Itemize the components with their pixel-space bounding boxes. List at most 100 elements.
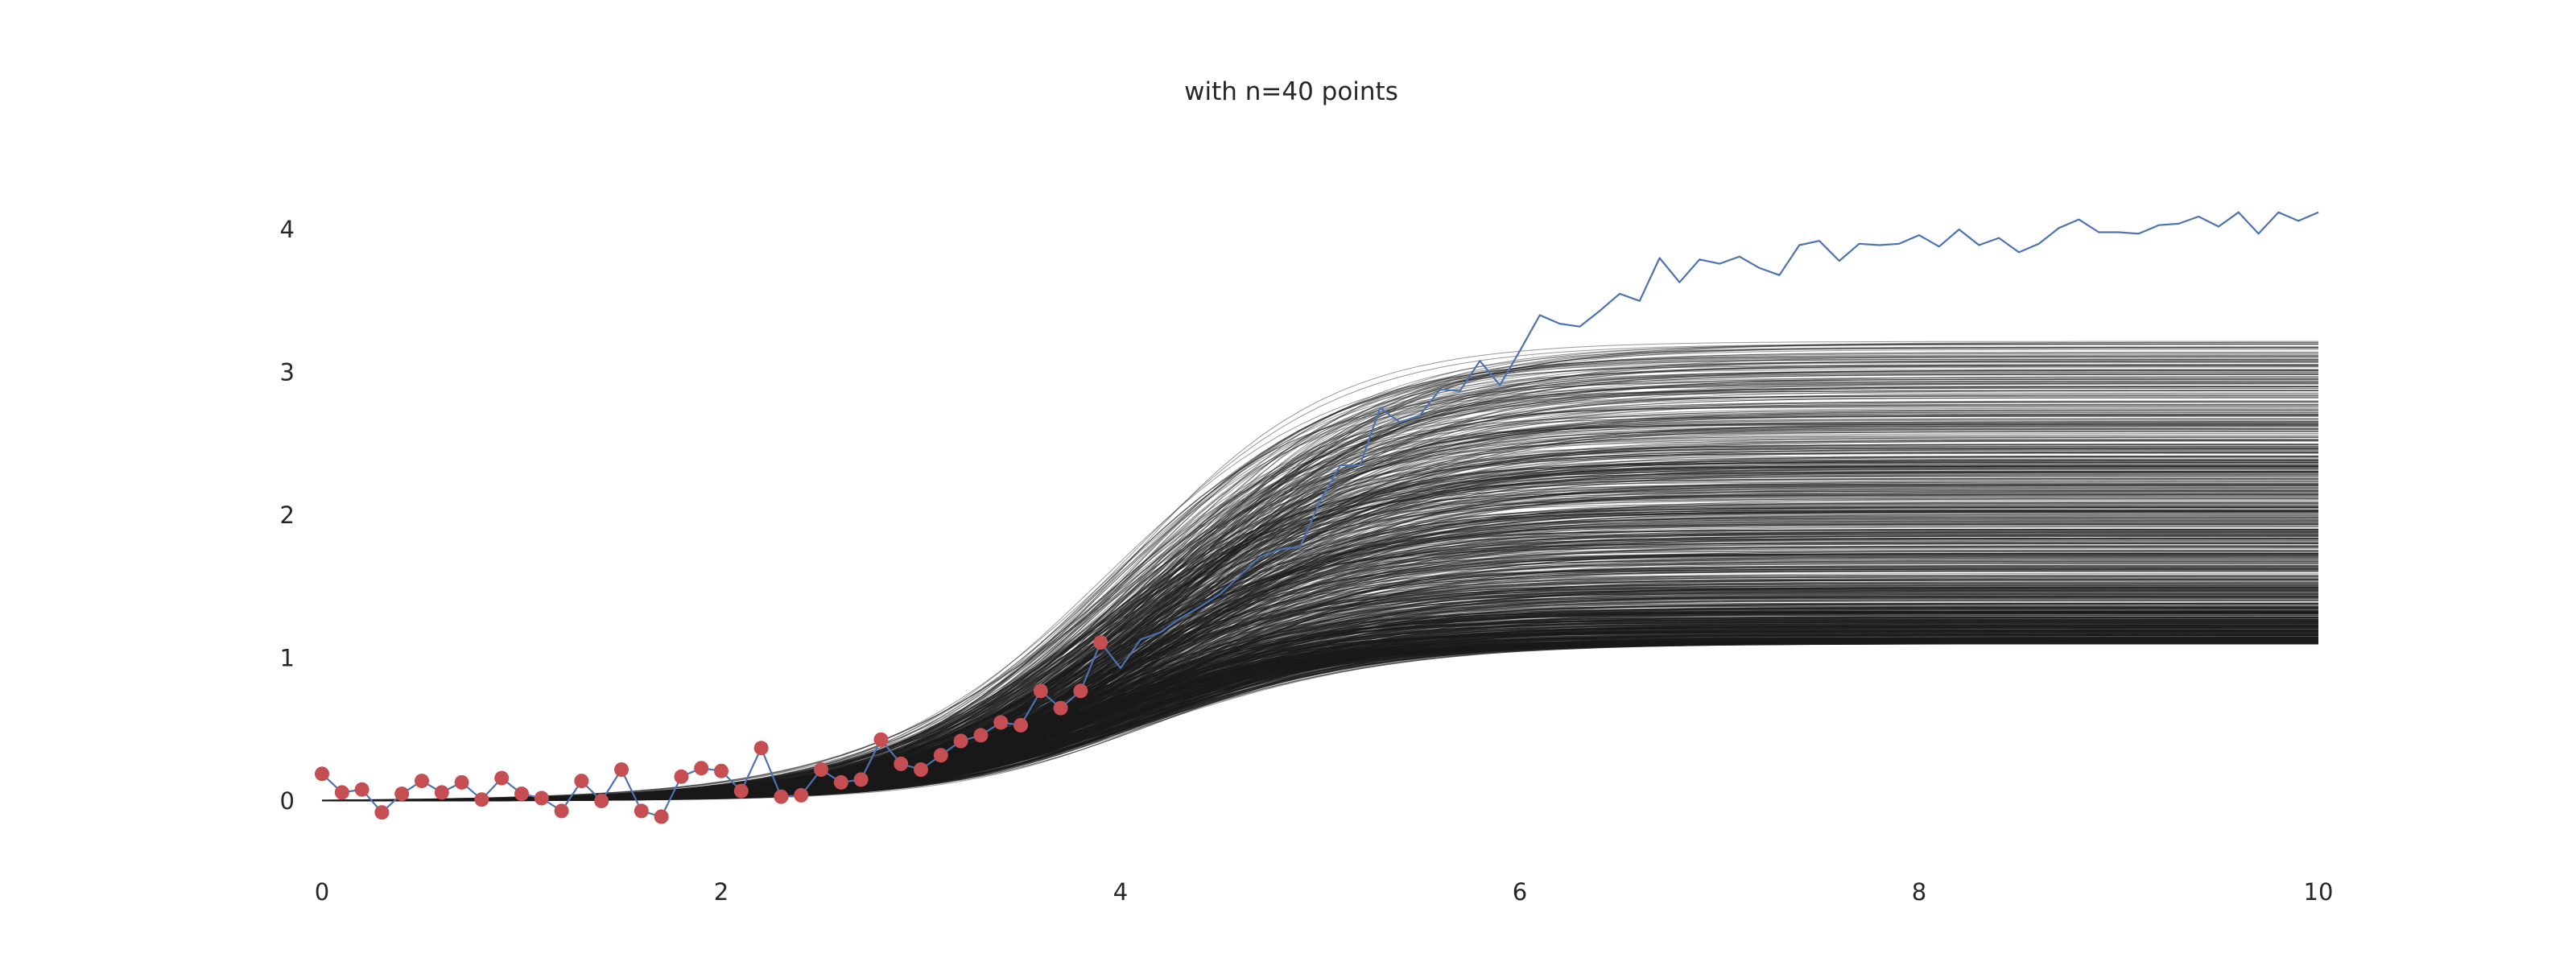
posterior-curve [322, 520, 2318, 802]
posterior-curve [321, 637, 2318, 802]
posterior-curve [321, 643, 2318, 801]
y-tick-label: 2 [280, 502, 295, 529]
posterior-curve [322, 638, 2318, 802]
posterior-curve [321, 376, 2318, 801]
y-tick-label: 4 [280, 216, 295, 243]
posterior-curve [322, 623, 2318, 802]
posterior-curve [321, 643, 2318, 802]
posterior-curve [321, 618, 2318, 801]
posterior-curve [321, 547, 2318, 802]
posterior-curve [321, 510, 2318, 802]
posterior-curve [322, 585, 2318, 802]
posterior-curve [322, 460, 2318, 802]
posterior-curve [322, 585, 2318, 802]
posterior-curve [321, 471, 2318, 801]
posterior-curve [322, 582, 2318, 802]
posterior-curve [321, 510, 2318, 802]
posterior-curve [321, 642, 2318, 802]
posterior-curve [322, 343, 2318, 802]
posterior-curve [321, 634, 2318, 802]
posterior-curve [322, 637, 2318, 802]
posterior-curve [321, 641, 2318, 801]
posterior-curve [321, 465, 2318, 801]
posterior-curve [322, 642, 2318, 802]
posterior-curve [322, 524, 2318, 802]
posterior-curve [321, 643, 2318, 802]
posterior-curve [321, 374, 2318, 802]
posterior-curve [321, 421, 2318, 802]
posterior-curve [322, 570, 2318, 802]
posterior-curve [321, 643, 2318, 802]
posterior-curve [321, 602, 2319, 802]
posterior-curve [321, 561, 2318, 802]
posterior-curve [322, 407, 2318, 802]
posterior-curve [321, 481, 2318, 801]
posterior-curve [321, 571, 2318, 802]
posterior-curve [321, 447, 2318, 802]
posterior-curve [321, 608, 2318, 802]
posterior-curve [321, 629, 2318, 802]
posterior-curve [322, 522, 2318, 802]
posterior-curve [321, 554, 2318, 802]
posterior-curve [321, 506, 2318, 802]
posterior-curve [321, 642, 2318, 802]
posterior-curve [321, 523, 2318, 801]
posterior-curve [321, 590, 2318, 801]
posterior-curve [322, 642, 2318, 802]
observation-point [853, 772, 869, 787]
posterior-curve [321, 415, 2318, 802]
posterior-curve [321, 537, 2318, 802]
posterior-curve [321, 588, 2318, 802]
posterior-curve [321, 576, 2318, 802]
posterior-curve [321, 637, 2318, 802]
posterior-curve [322, 423, 2318, 802]
posterior-curve [322, 619, 2318, 802]
posterior-curve [322, 641, 2318, 802]
posterior-curve [322, 641, 2318, 802]
posterior-curve [322, 543, 2318, 802]
posterior-curve [322, 503, 2318, 802]
posterior-curve [322, 642, 2318, 802]
posterior-curve [322, 632, 2318, 802]
chart-title: with n=40 points [1184, 77, 1398, 106]
posterior-curve [322, 503, 2318, 802]
posterior-curve [322, 553, 2318, 802]
posterior-curve [322, 611, 2318, 802]
posterior-curve [321, 642, 2318, 802]
posterior-curve [321, 635, 2318, 802]
posterior-curve [321, 638, 2318, 802]
posterior-curve [322, 400, 2318, 802]
posterior-curve [321, 589, 2318, 802]
posterior-curve [322, 625, 2318, 802]
posterior-curve [322, 642, 2318, 802]
posterior-curve [322, 620, 2318, 802]
posterior-curve [322, 615, 2318, 802]
posterior-curve [322, 392, 2318, 802]
posterior-curve [321, 569, 2318, 802]
posterior-curve [321, 460, 2318, 801]
posterior-curve [321, 472, 2318, 802]
posterior-curve [322, 632, 2318, 802]
posterior-curve [322, 537, 2318, 802]
posterior-curve [322, 643, 2318, 802]
posterior-curve [322, 643, 2318, 802]
posterior-curve [321, 617, 2318, 802]
posterior-curve [322, 538, 2318, 802]
observation-point [694, 761, 709, 776]
posterior-curve [322, 470, 2318, 802]
posterior-curve [322, 639, 2318, 802]
posterior-curve [321, 512, 2319, 802]
posterior-curve [322, 397, 2318, 802]
posterior-curve [322, 452, 2318, 802]
posterior-curve [321, 434, 2318, 801]
posterior-curve [321, 602, 2318, 802]
y-tick-label: 1 [280, 645, 295, 672]
posterior-curve [322, 543, 2318, 802]
posterior-curve [322, 546, 2318, 802]
posterior-curve [321, 506, 2318, 801]
posterior-curve [322, 436, 2318, 802]
posterior-curve [321, 635, 2318, 802]
posterior-curve [321, 621, 2318, 802]
posterior-curve [321, 620, 2318, 802]
posterior-curve [321, 607, 2318, 802]
